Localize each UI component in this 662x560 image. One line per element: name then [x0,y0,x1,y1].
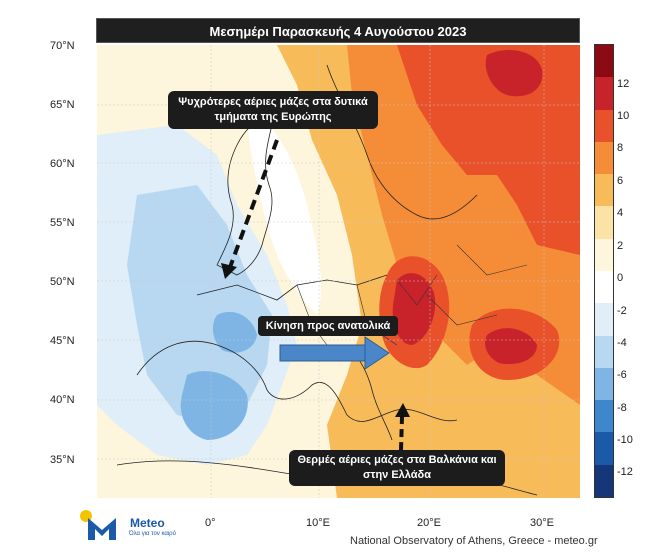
warm-zone-8-north [397,45,580,255]
coastline-mediterranean [136,341,458,422]
warm-zone-10-blacksea [485,328,537,365]
colorbar-label-minus2: -2 [617,305,627,317]
arrow-east-head [364,336,390,370]
colorbar-segment [595,238,613,271]
colorbar-label-2: 2 [617,240,624,252]
colorbar-segment [595,174,613,207]
arrow-cool-south-head [221,263,237,279]
lat-label-60: 60°N [50,158,75,170]
lat-label-35: 35°N [50,454,75,466]
logo-subtitle: Όλα για τον καιρό [129,531,176,537]
colorbar-label-minus4: -4 [617,337,627,349]
cool-zone-minus4 [127,185,272,425]
map-title: Μεσημέρι Παρασκευής 4 Αυγούστου 2023 [96,18,580,43]
colorbar-segment [595,464,613,497]
callout-east-movement: Κίνηση προς ανατολικά [258,316,398,336]
lat-label-45: 45°N [50,335,75,347]
callout-warm-balkans-line2: στην Ελλάδα [363,469,431,481]
lat-label-65: 65°N [50,99,75,111]
colorbar-segment [595,270,613,304]
colorbar-segment [595,400,613,433]
colorbar-segment [595,206,613,239]
arrow-warm-north [399,416,404,451]
meteo-logo-icon [80,510,116,540]
warm-zone-10-scandinavia [485,50,543,97]
lon-label-0: 0° [205,517,216,529]
colorbar-segment [595,367,613,401]
callout-cool-west-line2: τμήματα της Ευρώπης [214,111,332,123]
lon-label-10e: 10°E [306,517,330,529]
callout-warm-balkans-line1: Θερμές αέριες μάζες στα Βαλκάνια και [297,454,497,466]
lat-label-40: 40°N [50,394,75,406]
colorbar-label-minus10: -10 [617,434,633,446]
arrow-cool-south [227,139,279,271]
colorbar-label-10: 10 [617,110,630,122]
colorbar-segment [595,303,613,336]
lon-label-30e: 30°E [530,517,554,529]
logo-name: Meteo [130,516,165,530]
callout-cool-west-line1: Ψυχρότερες αέριες μάζες στα δυτικά [178,96,368,108]
lat-label-50: 50°N [50,276,75,288]
callout-cool-west: Ψυχρότερες αέριες μάζες στα δυτικά τμήμα… [168,91,378,129]
colorbar-label-4: 4 [617,207,624,219]
arrow-warm-north-head [395,403,410,417]
arrow-east-body [279,344,366,362]
colorbar-segment [595,77,613,110]
lat-label-55: 55°N [50,217,75,229]
cool-zone-minus6-iberia [180,371,248,440]
callout-warm-balkans: Θερμές αέριες μάζες στα Βαλκάνια και στη… [289,450,505,486]
lon-label-20e: 20°E [417,517,441,529]
colorbar-label-8: 8 [617,142,624,154]
colorbar-label-minus8: -8 [617,402,627,414]
credit-text: National Observatory of Athens, Greece -… [350,535,598,547]
colorbar [594,44,614,498]
colorbar-segment [595,141,613,175]
colorbar-label-12: 12 [617,78,630,90]
colorbar-segment [595,335,613,368]
colorbar-label-minus12: -12 [617,466,633,478]
colorbar-segment [595,45,613,78]
colorbar-label-6: 6 [617,175,624,187]
warm-zone-10-balkans [392,273,436,345]
colorbar-segment [595,432,613,465]
lat-label-70: 70°N [50,40,75,52]
colorbar-label-0: 0 [617,272,624,284]
colorbar-segment [595,109,613,142]
cool-zone-minus6-france [212,311,257,353]
colorbar-label-minus6: -6 [617,369,627,381]
